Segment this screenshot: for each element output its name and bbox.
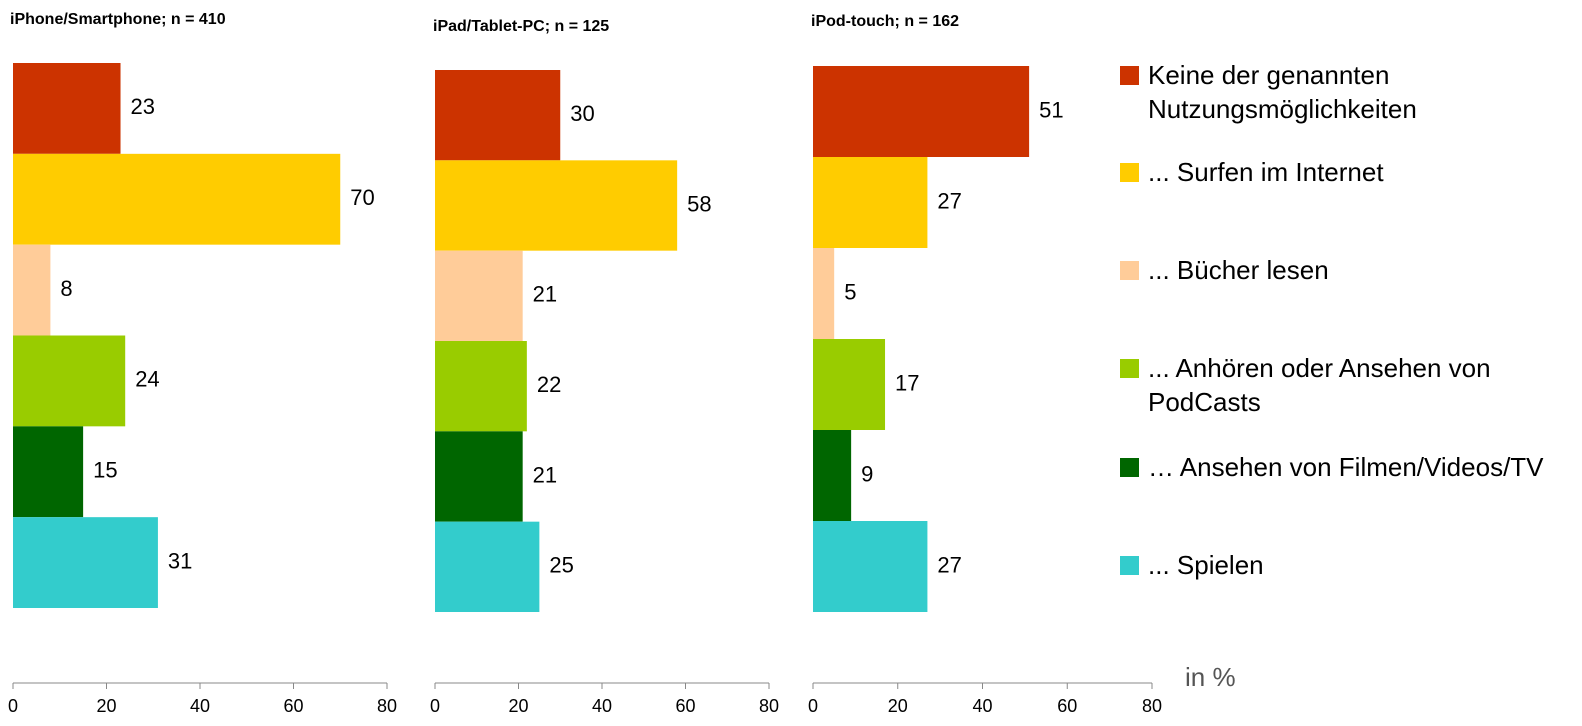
bar <box>813 66 1030 157</box>
x-tick-label: 20 <box>96 696 116 716</box>
value-label: 5 <box>844 279 856 304</box>
value-label: 23 <box>131 94 155 119</box>
x-tick-label: 60 <box>1057 696 1077 716</box>
value-label: 15 <box>93 458 117 483</box>
value-label: 25 <box>549 553 573 578</box>
legend-label: ... Spielen <box>1148 550 1264 580</box>
x-tick-label: 40 <box>592 696 612 716</box>
bar <box>435 250 523 341</box>
legend-swatch <box>1120 163 1139 182</box>
value-label: 9 <box>861 461 873 486</box>
x-tick-label: 40 <box>972 696 992 716</box>
value-label: 21 <box>533 462 557 487</box>
legend-swatch <box>1120 556 1139 575</box>
bar <box>435 521 540 612</box>
legend-label: ... Anhören oder Ansehen von PodCasts <box>1148 353 1491 417</box>
value-label: 58 <box>687 191 711 216</box>
panel-title: iPhone/Smartphone; n = 410 <box>10 11 226 28</box>
bar <box>13 63 121 154</box>
legend-label: ... Bücher lesen <box>1148 255 1329 285</box>
value-label: 27 <box>937 188 961 213</box>
panel-title: iPad/Tablet-PC; n = 125 <box>433 18 609 35</box>
x-tick-label: 60 <box>675 696 695 716</box>
x-tick-label: 60 <box>283 696 303 716</box>
bar <box>813 521 928 612</box>
value-label: 8 <box>60 276 72 301</box>
bar <box>13 153 341 245</box>
value-label: 22 <box>537 372 561 397</box>
bar <box>813 157 928 248</box>
legend-swatch <box>1120 458 1139 477</box>
x-tick-label: 80 <box>377 696 397 716</box>
legend-label: ... Surfen im Internet <box>1148 157 1384 187</box>
panel-title: iPod-touch; n = 162 <box>811 13 959 30</box>
bar <box>813 430 852 521</box>
legend-swatch <box>1120 261 1139 280</box>
bar <box>13 517 158 608</box>
bar <box>435 70 561 161</box>
bar <box>13 335 126 427</box>
value-label: 17 <box>895 370 919 395</box>
legend-label: Keine der genannten Nutzungsmöglichkeite… <box>1148 60 1417 124</box>
unit-label: in % <box>1185 662 1236 692</box>
x-tick-label: 20 <box>508 696 528 716</box>
value-label: 30 <box>570 101 594 126</box>
value-label: 21 <box>533 282 557 307</box>
bar <box>13 244 51 336</box>
bar <box>435 431 523 522</box>
x-tick-label: 80 <box>1142 696 1162 716</box>
legend-swatch <box>1120 359 1139 378</box>
x-tick-label: 0 <box>430 696 440 716</box>
x-tick-label: 0 <box>8 696 18 716</box>
legend-swatch <box>1120 66 1139 85</box>
x-tick-label: 40 <box>190 696 210 716</box>
value-label: 27 <box>937 552 961 577</box>
value-label: 24 <box>135 367 159 392</box>
value-label: 70 <box>350 185 374 210</box>
bar <box>435 341 527 432</box>
bar <box>813 339 886 430</box>
bar <box>13 426 84 518</box>
value-label: 51 <box>1039 97 1063 122</box>
legend-label: … Ansehen von Filmen/Videos/TV <box>1148 452 1544 482</box>
x-tick-label: 20 <box>888 696 908 716</box>
value-label: 31 <box>168 548 192 573</box>
x-tick-label: 80 <box>759 696 779 716</box>
bar <box>813 248 835 339</box>
bar <box>435 160 678 251</box>
x-tick-label: 0 <box>808 696 818 716</box>
